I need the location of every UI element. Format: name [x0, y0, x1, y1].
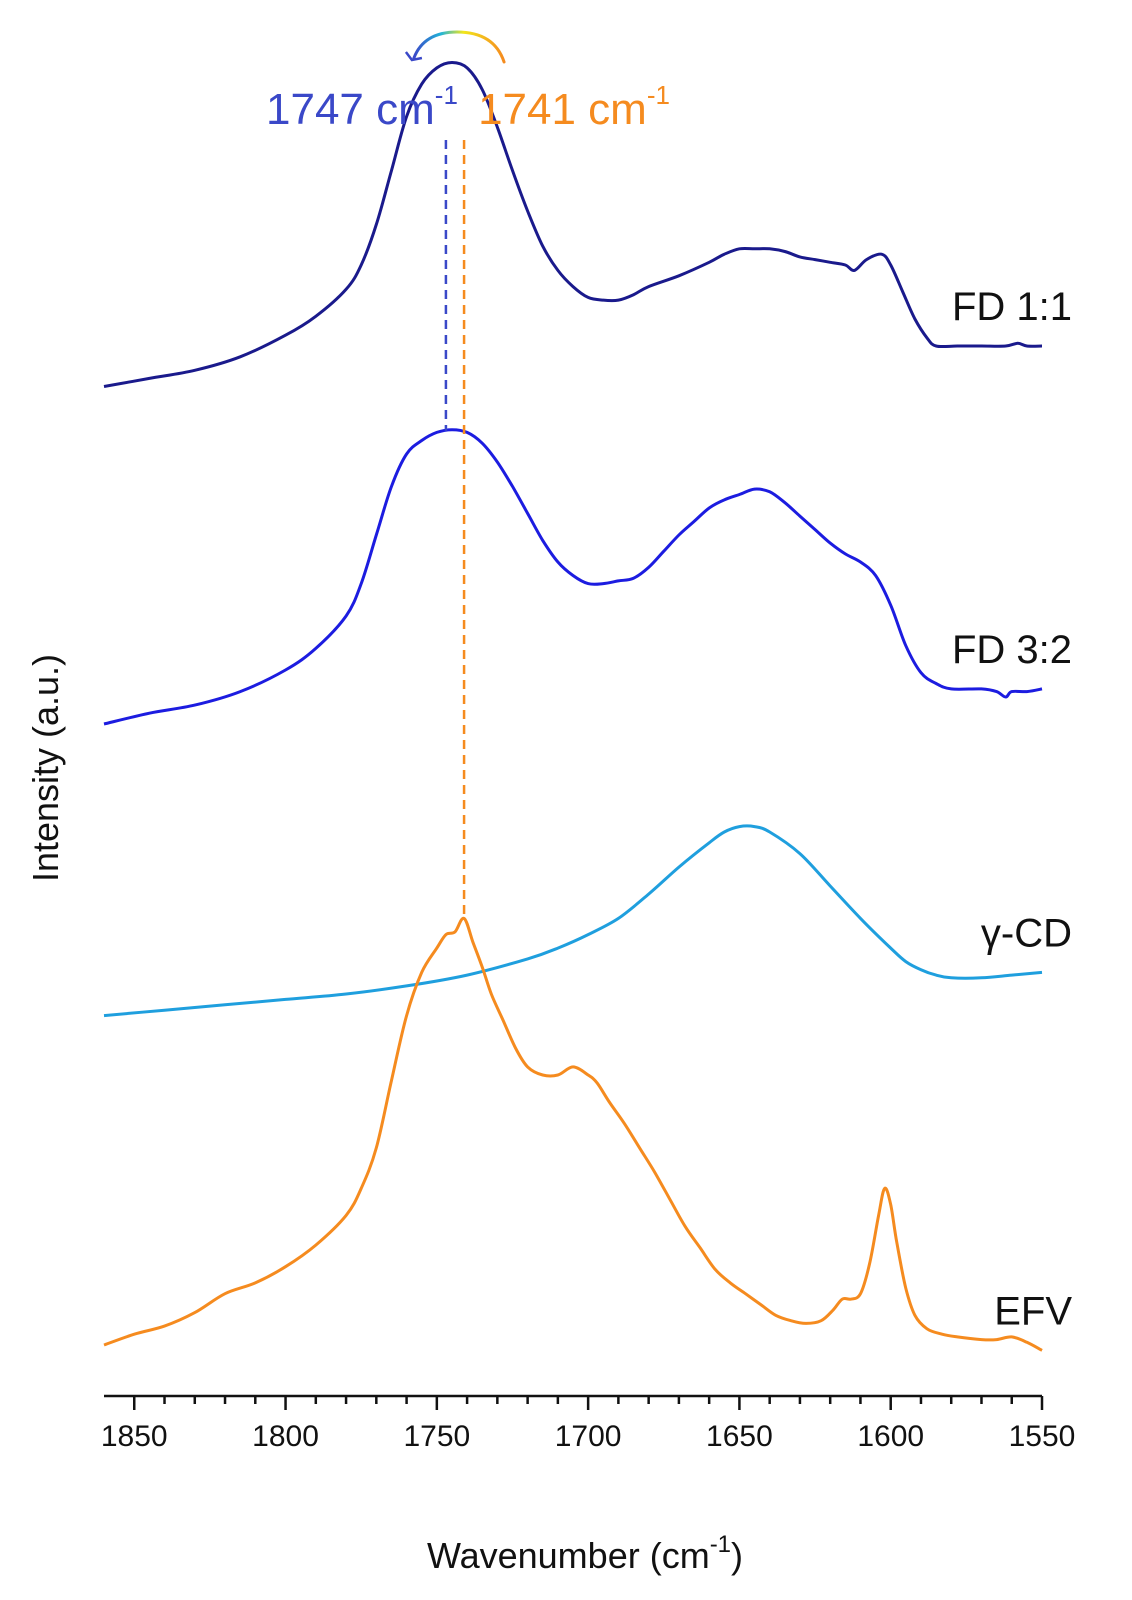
shift-arrow-arc [412, 30, 506, 64]
series-line-3 [103, 916, 1043, 1352]
peak-label-1: 1741 cm-1 [478, 80, 670, 134]
x-tick-label: 1650 [706, 1420, 773, 1453]
series-label-2: γ-CD [981, 911, 1072, 955]
annotation-layer: 1747 cm-1 1741 cm-1 [266, 30, 670, 919]
shift-arrow-head [404, 51, 423, 62]
x-tick-label: 1600 [857, 1420, 924, 1453]
x-axis-title: Wavenumber (cm-1) [427, 1531, 743, 1576]
series-layer: FD 1:1 FD 3:2 γ-CD EFV [103, 61, 1072, 1352]
series-label-0: FD 1:1 [952, 285, 1072, 329]
x-tick-label: 1850 [101, 1420, 168, 1453]
series-line-2 [103, 824, 1043, 1018]
x-tick-label: 1750 [403, 1420, 470, 1453]
series-line-1 [103, 428, 1043, 726]
series-line-0 [103, 61, 1043, 388]
x-tick-label: 1700 [555, 1420, 622, 1453]
series-label-1: FD 3:2 [952, 628, 1072, 672]
x-axis: 1850 1800 1750 1700 1650 1600 1550 [101, 1394, 1076, 1453]
peak-label-0: 1747 cm-1 [266, 80, 458, 134]
x-tick-label: 1800 [252, 1420, 319, 1453]
y-axis-title: Intensity (a.u.) [25, 654, 66, 882]
series-label-3: EFV [994, 1289, 1072, 1333]
x-tick-label: 1550 [1009, 1420, 1076, 1453]
